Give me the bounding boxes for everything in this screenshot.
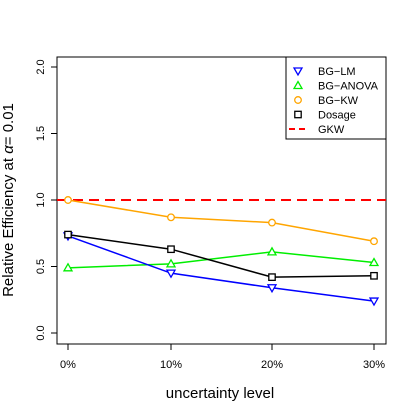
data-point bbox=[64, 196, 72, 204]
x-tick-label: 0% bbox=[60, 359, 76, 371]
data-point bbox=[167, 245, 175, 254]
series-line bbox=[67, 233, 375, 278]
y-tick-label: 1.0 bbox=[35, 192, 47, 207]
data-point bbox=[64, 230, 72, 239]
y-axis-title-alpha: α bbox=[0, 145, 17, 154]
legend: BG−LM BG−ANOVA BG−KW Dosage GKW bbox=[285, 56, 387, 140]
x-tick-label: 10% bbox=[160, 359, 182, 371]
data-point bbox=[368, 297, 380, 307]
y-axis: 0.0 0.5 1.0 1.5 2.0 bbox=[35, 59, 57, 341]
data-point bbox=[165, 269, 177, 279]
x-axis: 0% 10% 20% 30% bbox=[60, 344, 385, 371]
legend-label: BG−LM bbox=[318, 66, 356, 78]
data-point bbox=[370, 271, 378, 280]
x-tick-label: 20% bbox=[261, 359, 283, 371]
data-point bbox=[62, 262, 74, 272]
y-tick-label: 0.5 bbox=[35, 259, 47, 274]
data-point bbox=[268, 218, 276, 227]
series-0 bbox=[62, 232, 380, 307]
data-point bbox=[165, 258, 177, 268]
legend-swatch bbox=[292, 67, 304, 77]
x-tick-label: 30% bbox=[363, 359, 385, 371]
legend-box bbox=[285, 56, 387, 140]
y-axis-title-main: Relative Efficiency at bbox=[0, 157, 17, 297]
series-line bbox=[67, 199, 375, 242]
legend-swatch bbox=[294, 110, 302, 119]
series-line bbox=[67, 251, 375, 269]
y-tick-label: 1.5 bbox=[35, 126, 47, 141]
series-layer bbox=[57, 196, 386, 307]
y-tick-label: 2.0 bbox=[35, 59, 47, 74]
data-point bbox=[266, 284, 278, 294]
x-axis-title: uncertainty level bbox=[166, 385, 274, 402]
legend-label: Dosage bbox=[318, 110, 356, 122]
y-tick-label: 0.0 bbox=[35, 325, 47, 340]
series-3 bbox=[64, 230, 378, 281]
y-axis-title: Relative Efficiency at α= 0.01 bbox=[0, 103, 17, 297]
data-point bbox=[266, 246, 278, 256]
legend-swatch bbox=[294, 96, 302, 104]
legend-label: BG−ANOVA bbox=[318, 81, 379, 93]
legend-label: BG−KW bbox=[318, 95, 359, 107]
data-point bbox=[268, 273, 276, 281]
data-point bbox=[167, 213, 175, 222]
series-line bbox=[67, 235, 375, 302]
data-point bbox=[368, 257, 380, 267]
series-2 bbox=[64, 196, 378, 246]
data-point bbox=[370, 237, 378, 246]
legend-swatch bbox=[292, 80, 304, 90]
legend-label: GKW bbox=[318, 124, 345, 136]
series-1 bbox=[62, 246, 380, 272]
y-axis-title-tail: = 0.01 bbox=[0, 103, 17, 145]
